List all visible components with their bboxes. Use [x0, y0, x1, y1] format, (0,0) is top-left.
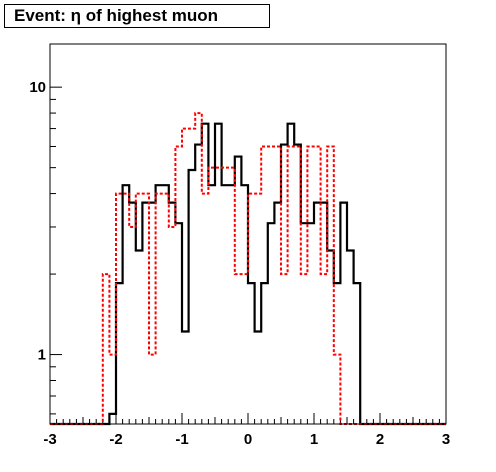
- histogram-series-1: [50, 122, 446, 426]
- plot-frame: [49, 43, 447, 425]
- x-tick-label: -1: [175, 431, 188, 448]
- x-tick-label: 0: [244, 431, 252, 448]
- x-tick-label: 2: [376, 431, 384, 448]
- x-tick-label: -3: [43, 431, 56, 448]
- x-axis: -3 -2 -1 0 1 2 3: [43, 413, 450, 448]
- x-tick-label: 3: [442, 431, 450, 448]
- y-tick-label: 10: [29, 79, 46, 96]
- x-tick-label: -2: [109, 431, 122, 448]
- y-axis: 1 10: [29, 79, 62, 415]
- chart-title: Event: η of highest muon: [4, 4, 270, 28]
- series-layer: [50, 112, 446, 426]
- y-tick-label: 1: [38, 347, 46, 364]
- x-tick-label: 1: [310, 431, 318, 448]
- histogram-series-2: [50, 112, 446, 425]
